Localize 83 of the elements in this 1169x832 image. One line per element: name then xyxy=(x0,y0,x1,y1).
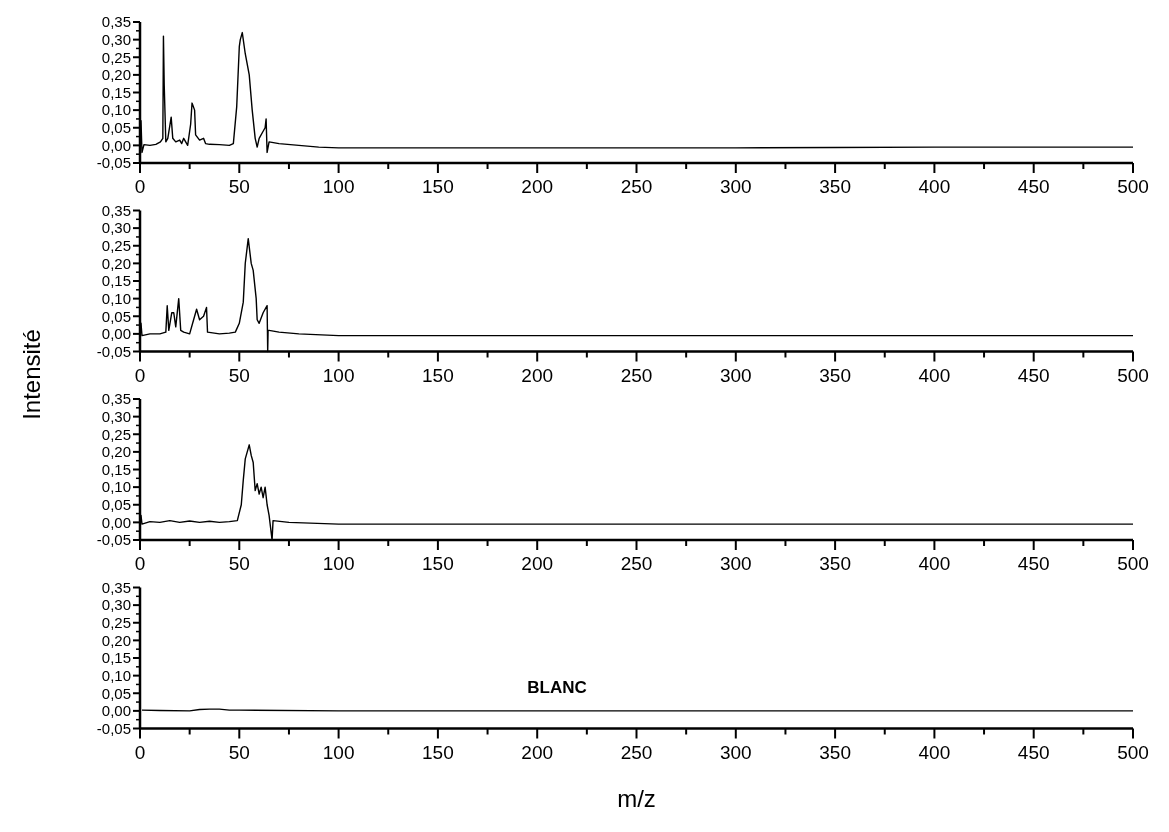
x-tick-label: 0 xyxy=(134,176,146,197)
x-tick-label: 350 xyxy=(819,741,851,763)
x-tick-label: 200 xyxy=(521,176,554,197)
y-tick-label: -0,05 xyxy=(96,719,131,737)
x-tick-label: 300 xyxy=(719,364,752,386)
x-tick-label: 300 xyxy=(719,176,752,197)
x-axis-title: m/z xyxy=(617,784,656,812)
y-tick-label: 0,05 xyxy=(101,307,131,325)
y-tick-label: 0,05 xyxy=(101,496,131,513)
y-tick-label: 0,20 xyxy=(101,631,131,649)
x-tick-label: 350 xyxy=(819,364,851,386)
x-tick-label: 400 xyxy=(918,176,951,197)
y-tick-label: 0,10 xyxy=(101,289,131,307)
x-tick-label: 500 xyxy=(1117,553,1149,574)
y-tick-label: 0,00 xyxy=(101,325,131,343)
y-tick-label: 0,10 xyxy=(101,101,131,119)
y-tick-label: 0,05 xyxy=(101,119,131,136)
x-tick-label: 450 xyxy=(1017,364,1050,386)
y-tick-label: 0,20 xyxy=(101,443,131,461)
x-tick-label: 250 xyxy=(620,553,653,574)
x-tick-label: 150 xyxy=(422,364,454,386)
x-tick-label: 150 xyxy=(422,553,454,574)
y-tick-label: 0,25 xyxy=(101,425,131,443)
x-tick-label: 450 xyxy=(1017,553,1050,574)
x-tick-label: 250 xyxy=(620,176,653,197)
y-tick-label: 0,35 xyxy=(101,578,131,596)
x-tick-label: 50 xyxy=(228,364,250,386)
y-tick-label: 0,25 xyxy=(101,614,131,631)
x-tick-label: 0 xyxy=(134,364,146,386)
y-tick-label: -0,05 xyxy=(96,531,131,549)
y-tick-label: 0,20 xyxy=(101,66,131,84)
x-tick-label: 100 xyxy=(322,364,355,386)
x-tick-label: 0 xyxy=(134,553,146,574)
x-tick-label: 50 xyxy=(228,553,250,574)
x-tick-label: 450 xyxy=(1017,176,1050,197)
y-tick-label: 0,35 xyxy=(101,201,131,219)
x-tick-label: 200 xyxy=(521,741,554,763)
y-tick-label: 0,00 xyxy=(101,136,131,154)
y-tick-label: 0,00 xyxy=(101,513,131,531)
y-tick-label: 0,30 xyxy=(101,30,131,48)
x-tick-label: 500 xyxy=(1117,176,1149,197)
y-tick-label: 0,20 xyxy=(101,254,131,272)
y-tick-label: 0,05 xyxy=(101,684,131,702)
x-tick-label: 400 xyxy=(918,553,951,574)
y-tick-label: 0,35 xyxy=(101,390,131,408)
y-tick-label: 0,10 xyxy=(101,478,131,496)
x-tick-label: 350 xyxy=(819,553,851,574)
y-tick-label: 0,30 xyxy=(101,596,131,614)
x-tick-label: 500 xyxy=(1117,364,1149,386)
x-tick-label: 50 xyxy=(228,741,250,763)
x-tick-label: 100 xyxy=(322,741,355,763)
y-tick-label: -0,05 xyxy=(96,154,131,172)
x-tick-label: 400 xyxy=(918,741,951,763)
x-tick-label: 250 xyxy=(620,364,653,386)
x-tick-label: 450 xyxy=(1017,741,1050,763)
x-tick-label: 200 xyxy=(521,553,554,574)
x-tick-label: 400 xyxy=(918,364,951,386)
x-tick-label: 0 xyxy=(134,741,146,763)
y-tick-label: 0,30 xyxy=(101,407,131,425)
y-tick-label: 0,15 xyxy=(101,83,131,101)
y-tick-label: 0,10 xyxy=(101,666,131,684)
x-tick-label: 100 xyxy=(322,553,355,574)
x-tick-label: 350 xyxy=(819,176,851,197)
y-tick-label: -0,05 xyxy=(96,342,131,360)
y-tick-label: 0,25 xyxy=(101,237,131,254)
y-tick-label: 0,30 xyxy=(101,219,131,237)
x-tick-label: 200 xyxy=(521,364,554,386)
x-tick-label: 50 xyxy=(228,176,250,197)
y-tick-label: 0,15 xyxy=(101,460,131,478)
y-tick-label: 0,25 xyxy=(101,48,131,66)
y-tick-label: 0,35 xyxy=(101,13,131,31)
x-tick-label: 300 xyxy=(719,553,752,574)
y-axis-title: Intensité xyxy=(18,329,45,420)
x-tick-label: 150 xyxy=(422,176,454,197)
y-tick-label: 0,15 xyxy=(101,272,131,290)
y-tick-label: 0,00 xyxy=(101,702,131,720)
x-tick-label: 300 xyxy=(719,741,752,763)
x-tick-label: 250 xyxy=(620,741,653,763)
x-tick-label: 100 xyxy=(322,176,355,197)
x-tick-label: 150 xyxy=(422,741,454,763)
x-tick-label: 500 xyxy=(1117,741,1149,763)
annotation: BLANC xyxy=(527,678,587,698)
y-tick-label: 0,15 xyxy=(101,649,131,667)
